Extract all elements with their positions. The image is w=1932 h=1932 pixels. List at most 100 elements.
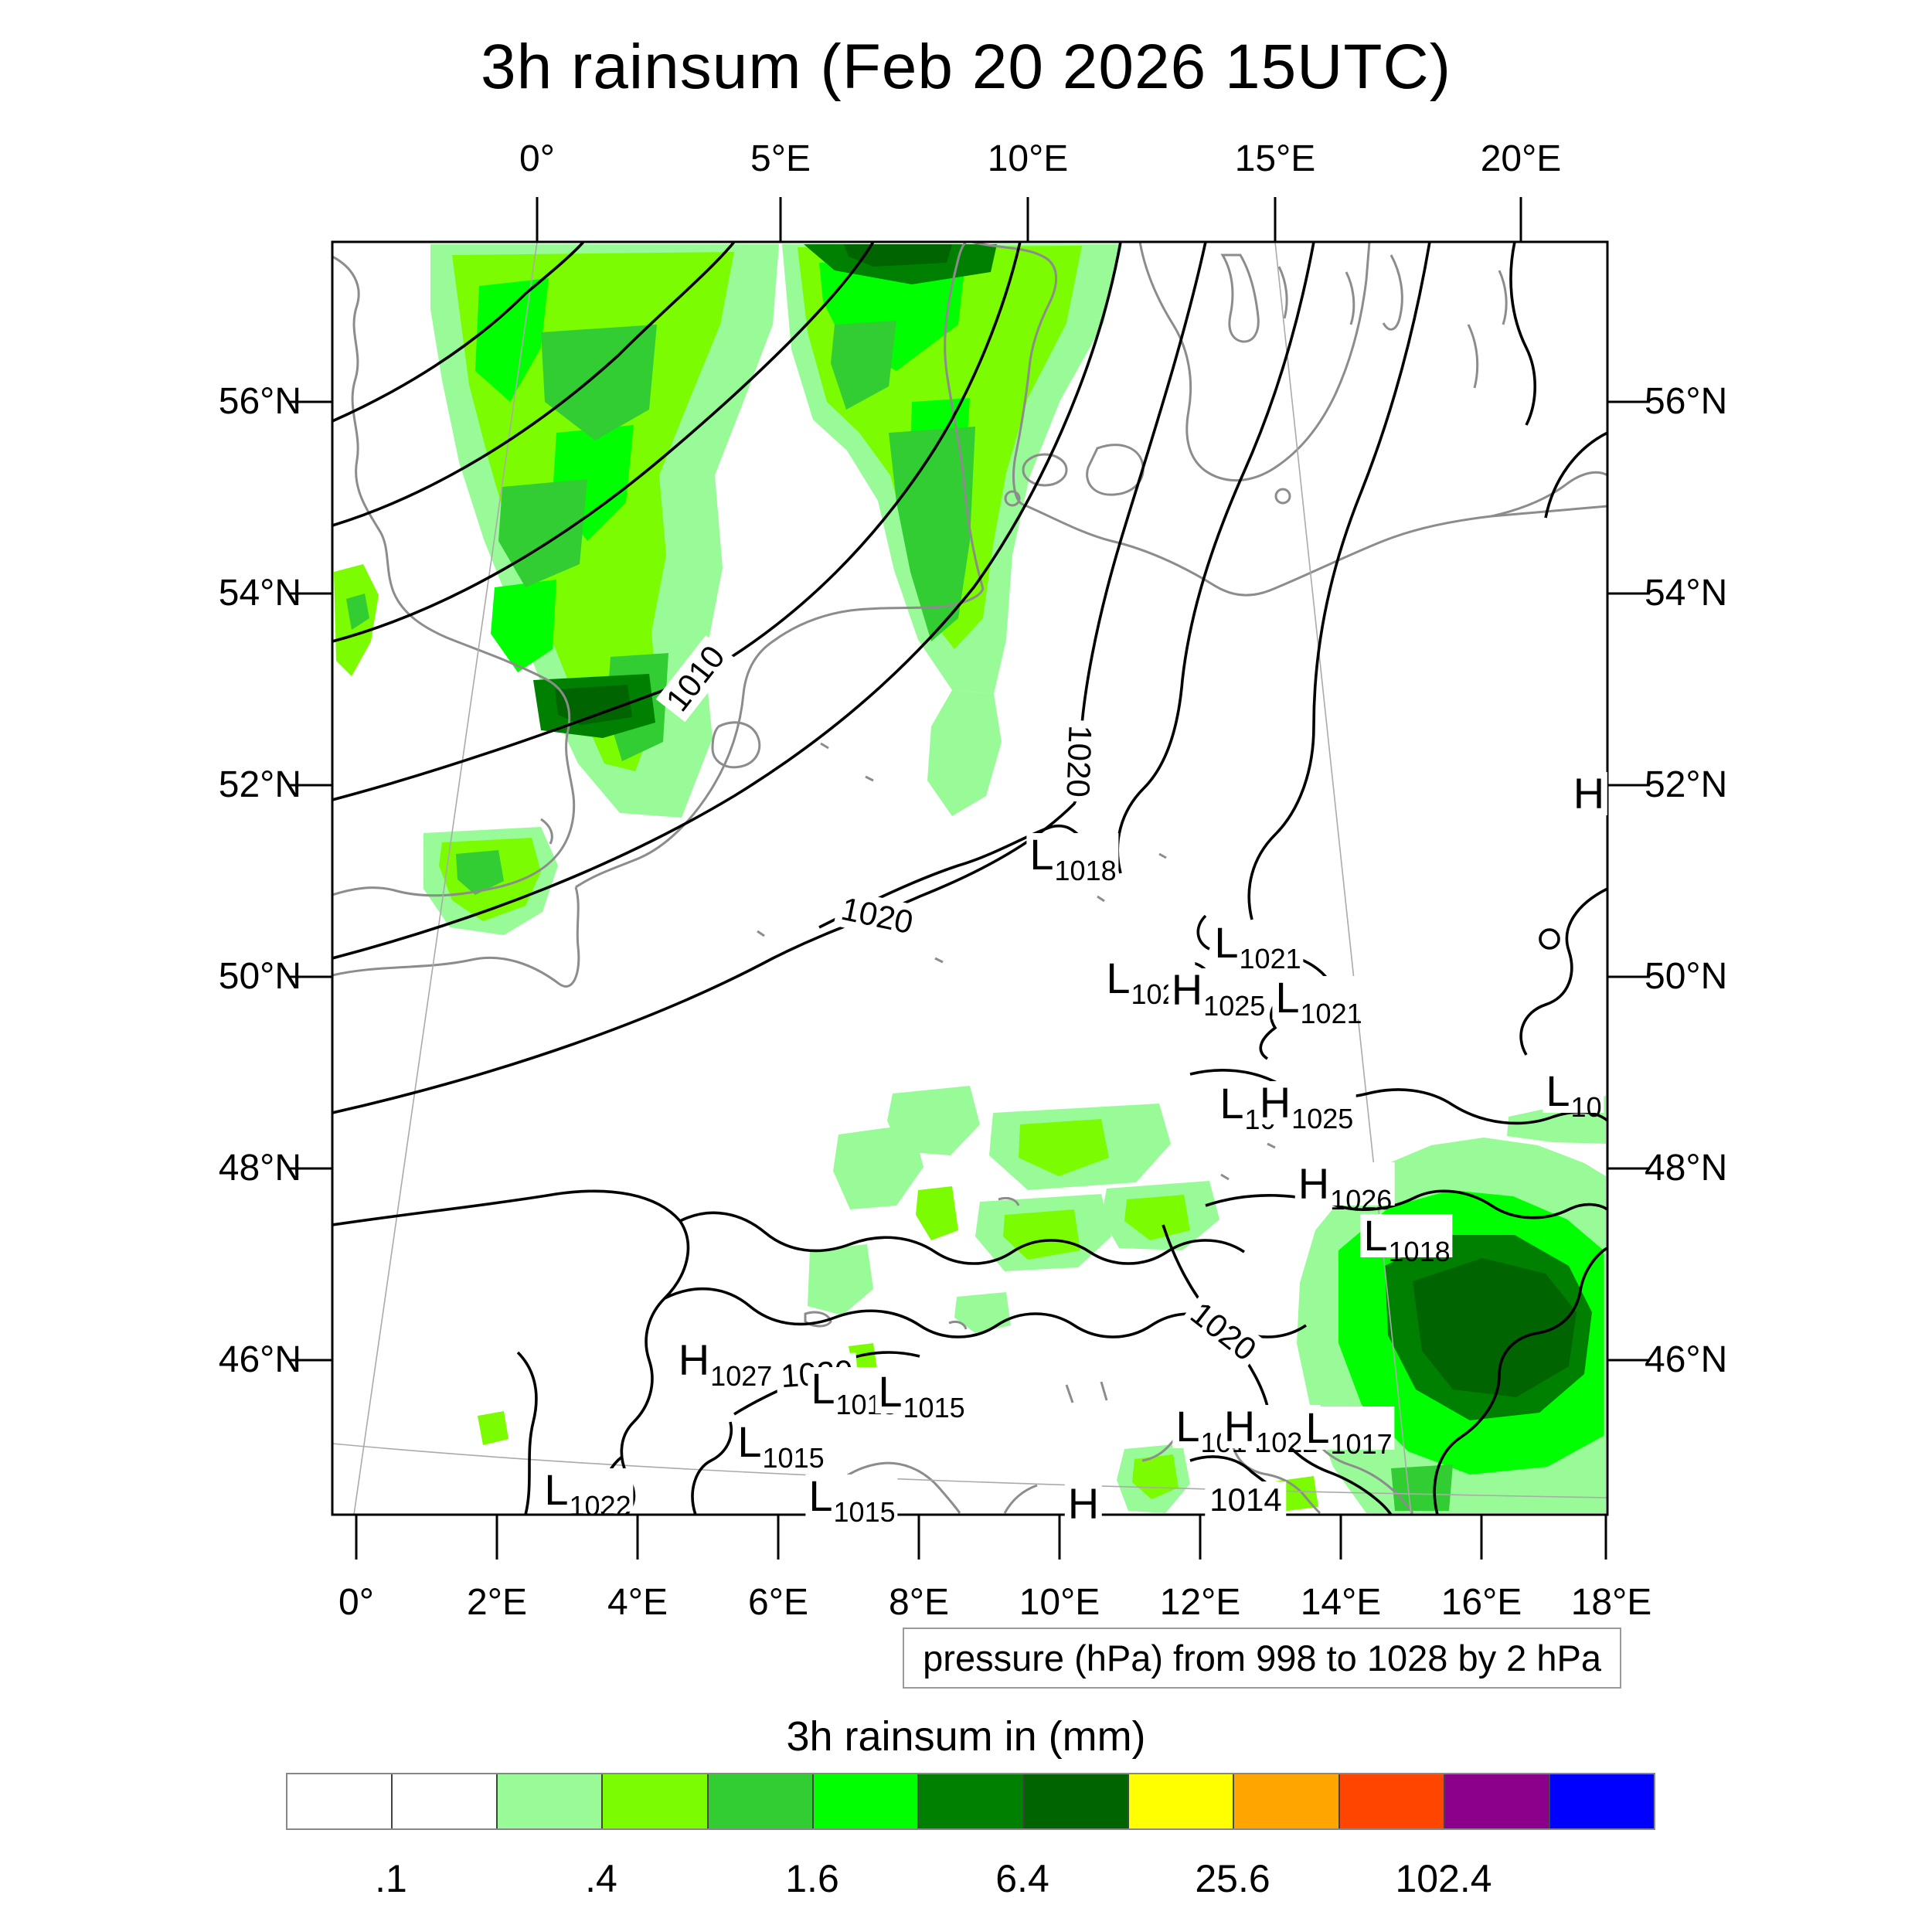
colorbar-cell xyxy=(917,1774,1023,1828)
pressure-letter: L xyxy=(1029,830,1054,879)
pressure-center: L1021 xyxy=(1272,973,1365,1028)
colorbar-cell xyxy=(496,1774,602,1828)
map-frame xyxy=(290,197,1650,1560)
pressure-value: 1015 xyxy=(903,1392,965,1423)
colorbar-cell xyxy=(1128,1774,1233,1828)
colorbar-cell xyxy=(601,1774,707,1828)
pressure-center: L1015 xyxy=(805,1475,898,1526)
axis-label-left: 56°N xyxy=(218,381,301,422)
pressure-letter: L xyxy=(1175,1402,1200,1451)
colorbar-cell xyxy=(1022,1774,1128,1828)
colorbar-cell xyxy=(1548,1774,1655,1828)
colorbar-cell xyxy=(391,1774,497,1828)
axis-label-left: 50°N xyxy=(218,956,301,997)
axis-label-top: 10°E xyxy=(987,138,1069,179)
pressure-value: 1021 xyxy=(1300,998,1362,1029)
axis-label-right: 46°N xyxy=(1645,1339,1728,1380)
contour-label: 1020 xyxy=(1059,719,1099,803)
pressure-center: H1025 xyxy=(1256,1078,1356,1133)
pressure-center: L1020 xyxy=(1103,954,1196,1009)
pressure-letter: L xyxy=(737,1417,762,1466)
pressure-letter: L xyxy=(1305,1403,1330,1452)
rain-shading xyxy=(334,244,1606,1513)
colorbar-tick-label: 25.6 xyxy=(1195,1857,1270,1900)
colorbar-cell xyxy=(811,1774,917,1828)
pressure-value: 1025 xyxy=(1203,990,1266,1022)
axis-label-bottom: 4°E xyxy=(607,1582,668,1623)
pressure-value: 1025 xyxy=(1291,1103,1354,1134)
coastlines xyxy=(332,242,1607,1515)
axis-label-bottom: 0° xyxy=(338,1582,374,1623)
pressure-letter: L xyxy=(811,1364,835,1413)
axis-label-left: 48°N xyxy=(218,1148,301,1189)
axis-label-bottom: 2°E xyxy=(467,1582,527,1623)
pressure-value: 1027 xyxy=(710,1360,773,1392)
colorbar-cell xyxy=(1233,1774,1338,1828)
pressure-letter: H xyxy=(1067,1479,1100,1528)
axis-label-bottom: 18°E xyxy=(1570,1582,1652,1623)
pressure-letter: L xyxy=(1219,1079,1244,1128)
pressure-value: 1021 xyxy=(1239,943,1301,975)
pressure-value: 10 xyxy=(1570,1091,1602,1123)
pressure-center: H1027 xyxy=(675,1335,775,1390)
axis-ticks xyxy=(290,197,1650,1560)
axis-label-bottom: 16°E xyxy=(1440,1582,1522,1623)
colorbar xyxy=(286,1773,1655,1830)
pressure-value: 1015 xyxy=(833,1496,896,1528)
colorbar-cell xyxy=(706,1774,812,1828)
pressure-letter: H xyxy=(1259,1078,1291,1127)
pressure-letter: L xyxy=(1275,973,1300,1022)
pressure-center: L1021 xyxy=(1211,918,1304,973)
colorbar-tick-label: 6.4 xyxy=(995,1857,1049,1900)
pressure-letter: L xyxy=(808,1471,833,1520)
pressure-value: 1022 xyxy=(569,1490,631,1522)
axis-label-right: 52°N xyxy=(1645,764,1728,805)
pressure-letter: H xyxy=(1223,1402,1256,1451)
axis-label-bottom: 10°E xyxy=(1019,1582,1100,1623)
pressure-center: L1022 xyxy=(541,1465,634,1520)
pressure-center: L1017 xyxy=(1302,1403,1395,1458)
pressure-center: L1015 xyxy=(734,1417,827,1472)
pressure-value: 1017 xyxy=(1330,1428,1393,1460)
axis-label-bottom: 6°E xyxy=(748,1582,808,1623)
pressure-center: H1025 xyxy=(1168,965,1268,1020)
colorbar-tick-label: .4 xyxy=(585,1857,617,1900)
pressure-letter: L xyxy=(878,1367,903,1416)
colorbar-title: 3h rainsum in (mm) xyxy=(786,1713,1146,1760)
colorbar-cell xyxy=(1443,1774,1549,1828)
pressure-letter: L xyxy=(544,1465,569,1514)
axis-label-top: 20°E xyxy=(1480,138,1562,179)
pressure-range-note: pressure (hPa) from 998 to 1028 by 2 hPa xyxy=(903,1628,1621,1689)
page-title: 3h rainsum (Feb 20 2026 15UTC) xyxy=(480,32,1452,102)
pressure-value: 1018 xyxy=(1388,1236,1451,1267)
pressure-letter: H xyxy=(1171,965,1203,1014)
axis-label-bottom: 8°E xyxy=(889,1582,949,1623)
graticule xyxy=(332,242,1607,1515)
colorbar-tick-label: 102.4 xyxy=(1395,1857,1492,1900)
axis-label-top: 5°E xyxy=(750,138,811,179)
pressure-letter: L xyxy=(1214,918,1239,967)
contour-label: 1014 xyxy=(1205,1481,1287,1519)
pressure-center: L1015 xyxy=(875,1367,968,1422)
axis-label-bottom: 14°E xyxy=(1300,1582,1382,1623)
colorbar-cell xyxy=(287,1774,392,1828)
axis-label-left: 52°N xyxy=(218,764,301,805)
axis-label-top: 0° xyxy=(519,138,555,179)
axis-label-left: 54°N xyxy=(218,573,301,614)
colorbar-tick-label: 1.6 xyxy=(785,1857,839,1900)
pressure-center: L1018 xyxy=(1026,830,1119,885)
pressure-value: 1015 xyxy=(762,1442,825,1474)
pressure-letter: H xyxy=(678,1335,710,1384)
axis-label-top: 15°E xyxy=(1234,138,1316,179)
pressure-center: H1026 xyxy=(1294,1159,1395,1214)
axis-label-right: 56°N xyxy=(1645,381,1728,422)
axis-label-right: 48°N xyxy=(1645,1148,1728,1189)
pressure-letter: L xyxy=(1363,1211,1388,1260)
pressure-letter: L xyxy=(1106,954,1131,1002)
pressure-center: H xyxy=(1570,772,1608,815)
axis-label-left: 46°N xyxy=(218,1339,301,1380)
pressure-letter: H xyxy=(1298,1159,1330,1208)
axis-label-right: 54°N xyxy=(1645,573,1728,614)
axis-label-bottom: 12°E xyxy=(1159,1582,1241,1623)
axis-label-right: 50°N xyxy=(1645,956,1728,997)
